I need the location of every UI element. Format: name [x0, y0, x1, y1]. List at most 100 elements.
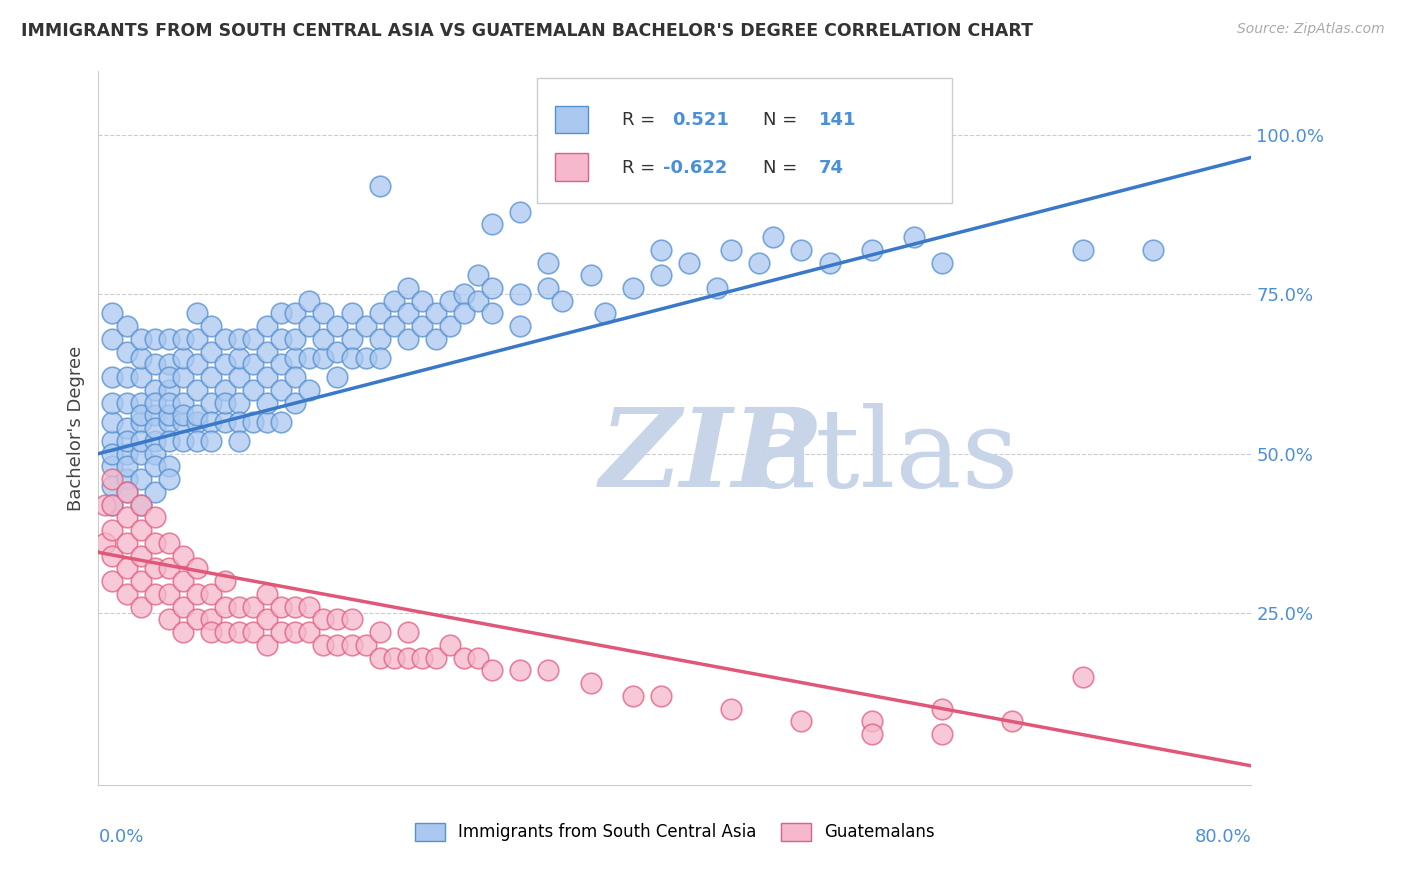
Point [200, 612, 222, 626]
Point [214, 332, 236, 346]
Point [411, 293, 433, 308]
Point [214, 358, 236, 372]
Point [214, 395, 236, 409]
Point [200, 344, 222, 359]
Point [172, 409, 194, 423]
Point [129, 351, 152, 365]
Point [242, 332, 264, 346]
Point [101, 498, 124, 512]
Point [157, 383, 180, 397]
Point [593, 306, 616, 320]
Text: 0.0%: 0.0% [98, 828, 143, 846]
Point [214, 383, 236, 397]
Point [396, 306, 419, 320]
Point [579, 268, 602, 283]
Point [129, 523, 152, 537]
Point [537, 663, 560, 677]
Point [368, 625, 391, 640]
Text: ZIP: ZIP [600, 403, 817, 510]
Point [439, 319, 461, 334]
Point [537, 281, 560, 295]
Point [228, 434, 250, 448]
Point [143, 409, 166, 423]
Point [129, 395, 152, 409]
Point [129, 415, 152, 429]
Point [509, 287, 531, 301]
Point [157, 395, 180, 409]
Point [467, 268, 489, 283]
Text: Source: ZipAtlas.com: Source: ZipAtlas.com [1237, 22, 1385, 37]
Point [143, 358, 166, 372]
Point [186, 332, 208, 346]
Point [298, 599, 321, 614]
Point [157, 587, 180, 601]
Point [256, 395, 278, 409]
Point [242, 625, 264, 640]
Point [1071, 670, 1094, 684]
Point [678, 255, 700, 269]
Point [172, 370, 194, 384]
Point [157, 459, 180, 474]
Point [860, 714, 883, 729]
Point [228, 415, 250, 429]
FancyBboxPatch shape [555, 153, 588, 180]
Point [481, 217, 503, 231]
Point [706, 281, 728, 295]
Point [481, 281, 503, 295]
Point [115, 421, 138, 435]
Point [214, 574, 236, 588]
Point [200, 395, 222, 409]
Point [115, 447, 138, 461]
Point [172, 574, 194, 588]
Point [284, 306, 307, 320]
Point [860, 243, 883, 257]
Point [143, 484, 166, 499]
Point [157, 415, 180, 429]
Text: N =: N = [762, 159, 797, 178]
Point [200, 625, 222, 640]
Point [340, 351, 363, 365]
Point [509, 663, 531, 677]
Point [186, 612, 208, 626]
Point [270, 599, 292, 614]
Point [439, 293, 461, 308]
Point [790, 243, 813, 257]
Point [396, 650, 419, 665]
Point [931, 701, 953, 715]
Point [411, 650, 433, 665]
Point [818, 255, 841, 269]
Point [439, 638, 461, 652]
Point [101, 523, 124, 537]
Point [129, 498, 152, 512]
Point [284, 599, 307, 614]
Point [143, 587, 166, 601]
Point [129, 599, 152, 614]
Point [312, 351, 335, 365]
Point [579, 676, 602, 690]
Point [157, 370, 180, 384]
Point [340, 306, 363, 320]
Point [115, 561, 138, 575]
Point [354, 319, 377, 334]
Point [115, 484, 138, 499]
Point [931, 727, 953, 741]
Point [186, 306, 208, 320]
Point [903, 230, 925, 244]
Point [101, 447, 124, 461]
Point [1071, 243, 1094, 257]
Point [256, 370, 278, 384]
Point [157, 409, 180, 423]
Point [186, 561, 208, 575]
Point [396, 332, 419, 346]
Point [720, 243, 742, 257]
Point [172, 599, 194, 614]
Point [143, 510, 166, 524]
Point [860, 727, 883, 741]
Point [354, 638, 377, 652]
Point [157, 612, 180, 626]
Point [129, 332, 152, 346]
Point [200, 319, 222, 334]
Point [284, 351, 307, 365]
Point [186, 358, 208, 372]
Point [94, 498, 117, 512]
